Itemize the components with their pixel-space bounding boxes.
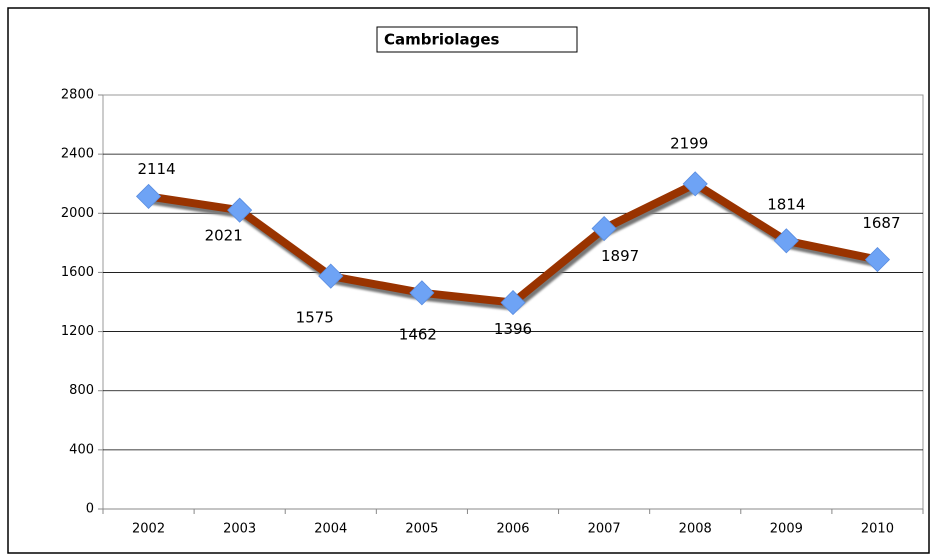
marker	[682, 171, 708, 197]
data-label: 2114	[137, 160, 175, 178]
x-tick-label: 2006	[496, 522, 529, 537]
x-tick-label: 2009	[770, 522, 803, 537]
y-tick-label: 2800	[61, 88, 94, 103]
data-label: 2199	[670, 134, 708, 152]
marker	[864, 246, 891, 273]
y-tick-label: 800	[69, 383, 94, 398]
marker	[318, 263, 344, 289]
x-tick-label: 2010	[861, 522, 894, 537]
data-label: 1575	[296, 309, 334, 327]
x-tick-label: 2004	[314, 522, 347, 537]
y-tick-label: 400	[69, 442, 94, 457]
marker	[591, 215, 617, 242]
data-label: 1814	[767, 195, 805, 213]
marker	[135, 183, 162, 209]
x-tick-label: 2003	[223, 522, 256, 537]
data-label: 2021	[205, 227, 243, 245]
data-label: 1687	[862, 214, 900, 232]
marker	[500, 290, 526, 316]
chart-title: Cambriolages	[384, 31, 500, 49]
y-tick-label: 1600	[61, 265, 94, 280]
title-box	[376, 26, 578, 53]
data-label: 1396	[494, 320, 532, 338]
data-label: 1462	[399, 325, 437, 343]
x-tick-label: 2002	[132, 522, 165, 537]
x-tick-label: 2005	[405, 522, 438, 537]
y-tick-label: 2000	[61, 206, 94, 221]
marker	[773, 228, 799, 254]
x-tick-label: 2008	[679, 522, 712, 537]
x-tick-label: 2007	[588, 522, 621, 537]
y-tick-label: 0	[86, 502, 94, 517]
marker	[227, 197, 253, 223]
y-tick-label: 2400	[61, 147, 94, 162]
marker	[409, 280, 435, 306]
y-tick-label: 1200	[61, 324, 94, 339]
data-label: 1897	[601, 247, 639, 265]
